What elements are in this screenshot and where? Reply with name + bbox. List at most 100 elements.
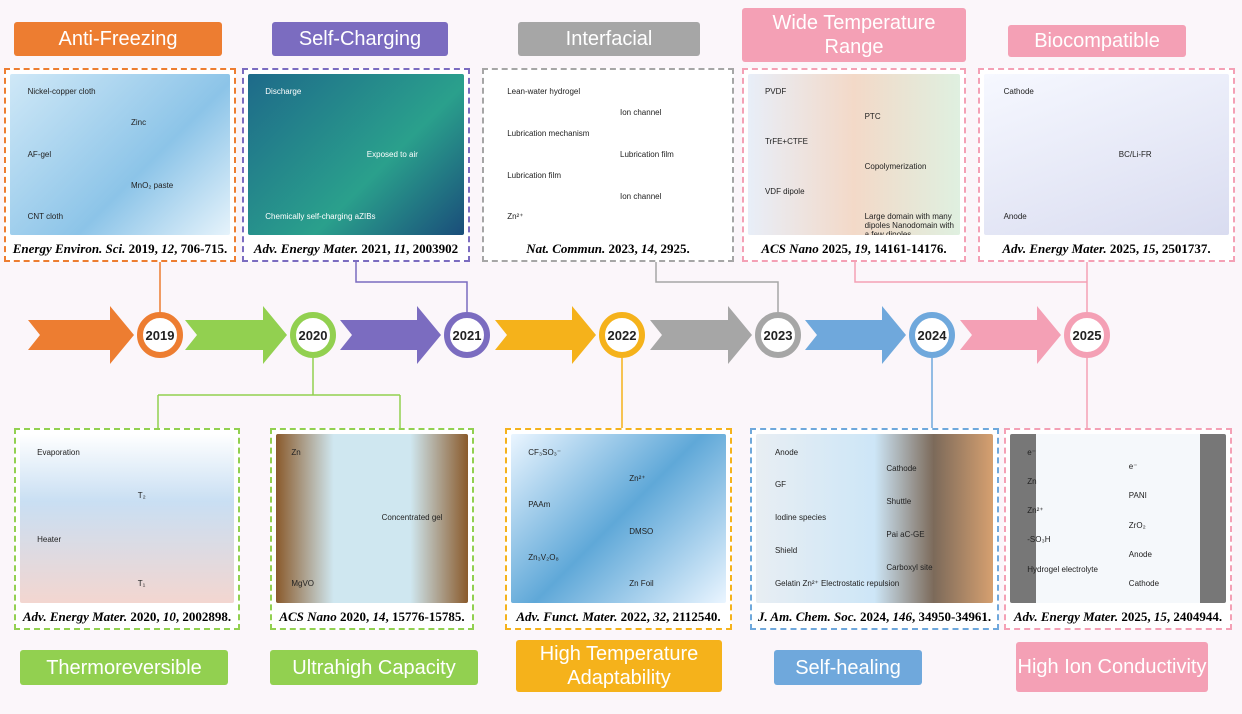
- figure-annotation: PTC: [864, 111, 881, 121]
- figure-annotation: TrFE+CTFE: [764, 137, 808, 147]
- figure-panel: CF₃SO₃⁻ Zn²⁺ PAAm DMSO Zn₃V₂O₈ Zn Foil Adv. F…: [505, 428, 732, 630]
- figure-image: Anode Cathode GF Shuttle Iodine species Pai a…: [756, 434, 993, 603]
- figure-annotation: Zn²⁺: [507, 212, 524, 222]
- journal: Adv. Energy Mater.: [22, 609, 128, 624]
- figure-annotation: Zn: [1027, 476, 1037, 486]
- timeline-arrow: [495, 306, 596, 364]
- figure-annotation: Cathode: [1128, 579, 1160, 589]
- figure-image: Evaporation T₂ Heater T₁: [20, 434, 234, 603]
- year-label: 2022: [607, 327, 637, 343]
- journal: Adv. Funct. Mater.: [516, 609, 618, 624]
- figure-annotation: DMSO: [629, 526, 654, 536]
- figure-panel: Discharge Exposed to air Chemically self-c…: [242, 68, 470, 262]
- figure-annotation: Lubrication film: [507, 170, 561, 180]
- figure-annotation: Pai aC-GE: [886, 529, 925, 539]
- citation: ACS Nano 2025, 19, 14161-14176.: [761, 241, 947, 256]
- citation: Adv. Energy Mater. 2025, 15, 2404944.: [1013, 609, 1223, 624]
- figure-annotation: Lubrication mechanism: [507, 128, 590, 138]
- figure-annotation: Lean-water hydrogel: [507, 86, 581, 96]
- pages: 2404944.: [1173, 609, 1223, 624]
- cite-year: 2022: [620, 609, 647, 624]
- year-node: 2020: [290, 312, 336, 358]
- volume: 11: [393, 241, 407, 256]
- pages: 2925.: [660, 241, 690, 256]
- cite-year: 2025: [1109, 241, 1136, 256]
- figure-panel: Anode Cathode GF Shuttle Iodine species Pai a…: [750, 428, 999, 630]
- feature-label: Wide Temperature Range: [742, 8, 966, 62]
- journal: Adv. Energy Mater.: [1002, 241, 1107, 256]
- year-label: 2023: [763, 327, 793, 343]
- feature-label: Ultrahigh Capacity: [270, 650, 478, 685]
- figure-panel: PVDF PTC TrFE+CTFE Copolymerization VDF dipo…: [742, 68, 966, 262]
- figure-image: Zn Concentrated gel MgVO: [276, 434, 468, 603]
- figure-annotation: Copolymerization: [864, 162, 927, 172]
- figure-annotation: Anode: [774, 447, 799, 457]
- citation: ACS Nano 2020, 14, 15776-15785.: [279, 609, 465, 624]
- figure-annotation: Concentrated gel: [381, 513, 443, 523]
- year-label: 2019: [145, 327, 175, 343]
- pages: 34950-34961.: [918, 609, 992, 624]
- journal: Energy Environ. Sci.: [12, 241, 126, 256]
- journal: J. Am. Chem. Soc.: [757, 609, 857, 624]
- figure-annotation: Zn²⁺: [629, 473, 646, 483]
- figure-annotation: BC/Li-FR: [1118, 149, 1152, 159]
- figure-annotation: Zinc: [131, 118, 147, 128]
- figure-annotation: e⁻: [1027, 447, 1036, 457]
- cite-year: 2025: [822, 241, 849, 256]
- journal: ACS Nano: [279, 609, 337, 624]
- volume: 10: [162, 609, 176, 624]
- figure-annotation: MnO₂ paste: [131, 181, 174, 191]
- figure-annotation: MgVO: [291, 579, 315, 589]
- figure-panel: Nickel-copper cloth Zinc AF-gel MnO₂ paste C…: [4, 68, 236, 262]
- volume: 32: [653, 609, 667, 624]
- year-label: 2020: [298, 327, 328, 343]
- feature-label: High Temperature Adaptability: [516, 640, 722, 692]
- figure-annotation: Zn₃V₂O₈: [528, 552, 559, 562]
- figure-annotation: Large domain with many dipoles Nanodomai…: [864, 212, 954, 235]
- pages: 2002898.: [182, 609, 232, 624]
- figure-annotation: Chemically self-charging aZIBs: [265, 212, 376, 222]
- timeline-arrow: [28, 306, 134, 364]
- figure-annotation: GF: [774, 480, 787, 490]
- timeline-arrow: [805, 306, 906, 364]
- year-label: 2025: [1072, 327, 1102, 343]
- timeline-arrow: [185, 306, 287, 364]
- figure-annotation: Evaporation: [37, 447, 80, 457]
- pages: 14161-14176.: [874, 241, 947, 256]
- figure-annotation: Ion channel: [620, 191, 662, 201]
- year-node: 2021: [444, 312, 490, 358]
- citation: Energy Environ. Sci. 2019, 12, 706-715.: [12, 241, 228, 256]
- volume: 146: [892, 609, 913, 624]
- figure-annotation: Ion channel: [620, 107, 662, 117]
- year-node: 2025: [1064, 312, 1110, 358]
- figure-annotation: Zn: [291, 447, 301, 457]
- volume: 19: [854, 241, 868, 256]
- feature-label: Biocompatible: [1008, 25, 1186, 57]
- figure-annotation: ZrO₂: [1128, 520, 1146, 530]
- pages: 2501737.: [1161, 241, 1211, 256]
- figure-annotation: Discharge: [265, 86, 302, 96]
- volume: 14: [372, 609, 386, 624]
- figure-image: PVDF PTC TrFE+CTFE Copolymerization VDF dipo…: [748, 74, 960, 235]
- figure-annotation: Gelatin Zn²⁺ Electrostatic repulsion: [774, 579, 900, 589]
- figure-annotation: CF₃SO₃⁻: [528, 447, 562, 457]
- cite-year: 2023: [608, 241, 635, 256]
- figure-annotation: Hydrogel electrolyte: [1027, 564, 1098, 574]
- figure-annotation: PANI: [1128, 491, 1147, 501]
- citation: Adv. Energy Mater. 2021, 11, 2003902: [253, 241, 459, 256]
- citation: Adv. Funct. Mater. 2022, 32, 2112540.: [516, 609, 721, 624]
- figure-image: Lean-water hydrogel Ion channel Lubricatio…: [488, 74, 728, 235]
- year-node: 2022: [599, 312, 645, 358]
- figure-annotation: Shuttle: [886, 496, 912, 506]
- cite-year: 2020: [340, 609, 367, 624]
- figure-panel: Lean-water hydrogel Ion channel Lubricatio…: [482, 68, 734, 262]
- journal: ACS Nano: [761, 241, 819, 256]
- pages: 2112540.: [672, 609, 721, 624]
- figure-image: Nickel-copper cloth Zinc AF-gel MnO₂ paste C…: [10, 74, 230, 235]
- figure-annotation: Zn²⁺: [1027, 506, 1044, 516]
- figure-annotation: PVDF: [764, 86, 787, 96]
- journal: Adv. Energy Mater.: [253, 241, 359, 256]
- cite-year: 2021: [361, 241, 388, 256]
- figure-panel: e⁻ e⁻ Zn PANI Zn²⁺ ZrO₂ -SO₃H Anode Hydrogel ele…: [1004, 428, 1232, 630]
- feature-label: Anti-Freezing: [14, 22, 222, 56]
